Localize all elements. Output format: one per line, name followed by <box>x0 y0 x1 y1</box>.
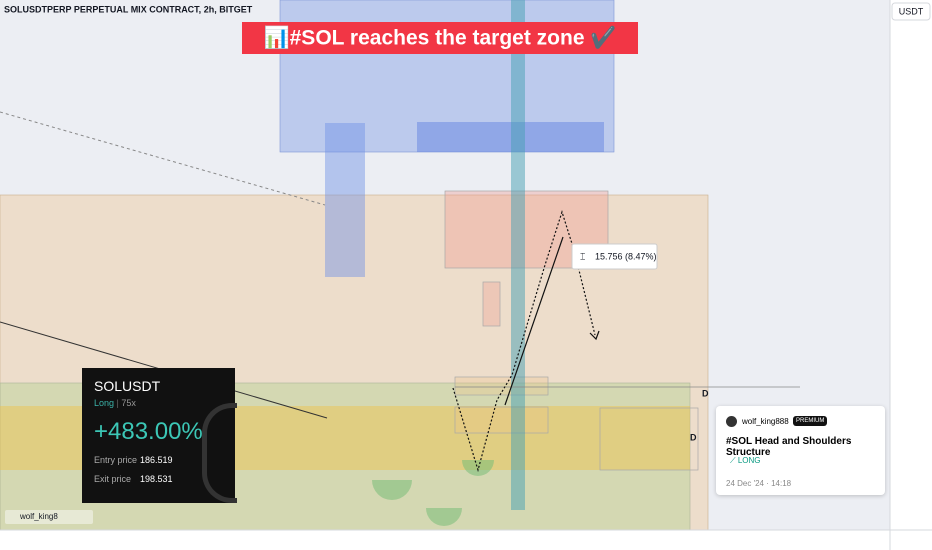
unit-box <box>891 2 931 21</box>
zone <box>511 0 525 510</box>
tag-text: LONG <box>737 456 761 465</box>
shoulder <box>462 460 494 476</box>
measure-box <box>571 243 658 270</box>
decor <box>202 403 237 503</box>
tag: ⟋ LONG <box>730 456 761 465</box>
zone <box>417 122 604 152</box>
pnl: +483.00% <box>94 418 203 445</box>
measure-label: 15.756 (8.47%) <box>595 251 657 261</box>
entry: 186.519 <box>140 455 173 465</box>
zone <box>325 123 365 277</box>
projection <box>452 210 596 473</box>
badge: PREMIUM <box>793 416 828 426</box>
zone <box>599 407 699 471</box>
entry-label: Entry price <box>94 455 138 465</box>
leverage: 75x <box>121 398 136 408</box>
unit: USDT <box>899 6 924 16</box>
chart-title: SOLUSDTPERP PERPETUAL MIX CONTRACT, 2h, … <box>4 4 253 14</box>
zone <box>454 376 549 396</box>
head <box>426 508 462 526</box>
trend-line <box>0 111 326 206</box>
banner-bg <box>242 22 638 54</box>
price-axis <box>890 0 932 550</box>
exit: 198.531 <box>140 474 173 484</box>
symbol: SOLUSDT <box>94 378 161 394</box>
pattern-label: D <box>690 432 697 442</box>
shoulder <box>372 480 412 500</box>
author: wolf_king888 <box>742 417 789 426</box>
zone <box>482 281 501 327</box>
measure-icon: ⌶ <box>580 251 585 261</box>
banner: 📊#SOL reaches the target zone ✔️ <box>263 25 616 50</box>
trend-line <box>504 236 564 406</box>
pattern-label: D <box>702 388 709 398</box>
date: 24 Dec '24 · 14:18 <box>726 479 792 488</box>
watermark-bg <box>5 510 93 524</box>
idea-card: wolf_king888 PREMIUM #SOL Head and Shoul… <box>716 406 885 495</box>
idea-title: #SOL Head and Shoulders Structure <box>726 436 852 458</box>
watermark: wolf_king8 <box>19 512 58 521</box>
zone <box>454 406 549 434</box>
avatar <box>726 416 737 427</box>
arrow-head <box>589 330 600 341</box>
side-text: Long <box>94 398 115 408</box>
exit-label: Exit price <box>94 474 132 484</box>
side: Long | 75x <box>94 398 136 408</box>
time-axis <box>0 530 890 550</box>
trade-card: SOLUSDT Long | 75x +483.00% Entry price … <box>82 368 237 503</box>
